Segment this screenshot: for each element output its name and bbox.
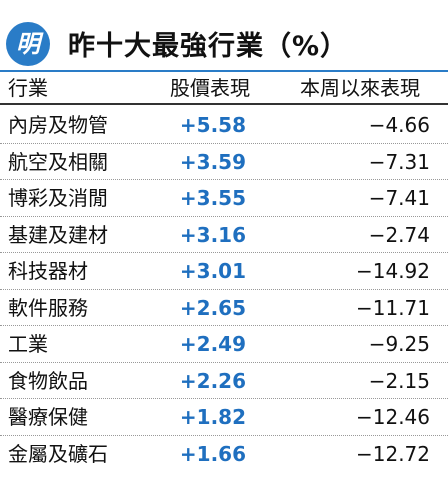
row-separator [0,434,448,436]
performance-value: +2.26 [179,368,246,393]
performance-value: −14.92 [355,259,430,283]
sector-name: 醫療保健 [8,405,88,429]
divider [0,70,448,72]
row-separator [0,179,448,180]
performance-value: −2.74 [368,222,430,247]
row-separator [0,215,448,217]
performance-value: −12.46 [355,405,430,429]
row-separator [0,252,448,253]
performance-value: +3.01 [179,259,246,283]
performance-value: +5.58 [179,113,246,137]
column-header: 股價表現 [170,76,250,100]
performance-value: −12.72 [355,441,430,466]
performance-value: −2.15 [368,368,430,393]
row-separator [0,142,448,144]
row-separator [0,398,448,399]
logo: 明 [6,22,50,66]
performance-value: +1.66 [179,441,246,466]
performance-value: +3.16 [179,222,246,247]
sector-name: 基建及建材 [8,222,108,247]
performance-value: +2.65 [179,295,246,320]
performance-value: +3.59 [179,149,246,174]
sector-name: 內房及物管 [8,113,108,137]
sector-name: 科技器材 [8,259,88,283]
performance-value: −4.66 [368,113,430,137]
column-header: 行業 [8,76,48,100]
sector-name: 博彩及消閒 [8,186,108,210]
column-header: 本周以來表現 [300,76,420,100]
performance-value: −7.41 [368,186,430,210]
performance-value: +2.49 [179,332,246,356]
row-separator [0,325,448,326]
performance-value: +1.82 [179,405,246,429]
divider [0,103,448,105]
title: 昨十大最強行業（%） [68,31,349,62]
row-separator [0,361,448,363]
sector-name: 航空及相關 [8,149,108,174]
performance-value: −9.25 [368,332,430,356]
performance-value: −7.31 [368,149,430,174]
sector-name: 金屬及礦石 [8,441,108,466]
row-separator [0,288,448,290]
sector-name: 食物飲品 [8,368,88,393]
sector-name: 軟件服務 [8,295,88,320]
performance-value: +3.55 [179,186,246,210]
performance-value: −11.71 [355,295,430,320]
sector-name: 工業 [8,332,48,356]
